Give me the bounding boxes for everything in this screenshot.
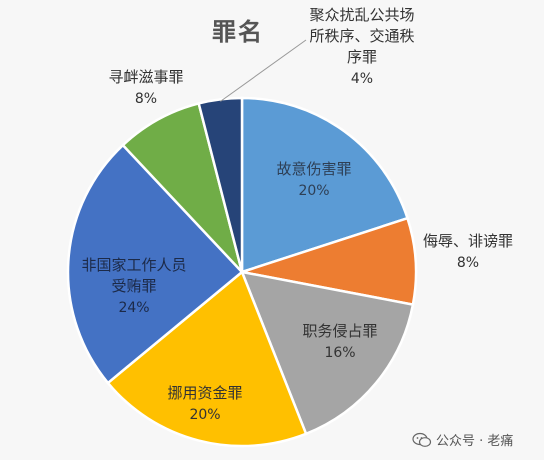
pie-slice-1 bbox=[240, 96, 410, 274]
slice-label-group-3: 职务侵占罪 16% bbox=[302, 322, 377, 361]
slice-label: 故意伤害罪 bbox=[276, 160, 351, 178]
leader-line bbox=[220, 39, 307, 102]
pie-slice-5 bbox=[66, 143, 244, 385]
pie-slice-4 bbox=[106, 269, 308, 448]
chart-title: 罪名 bbox=[212, 18, 264, 46]
watermark-text: 公众号 · 老痛 bbox=[436, 434, 514, 449]
slice-percent-label: 20% bbox=[189, 407, 220, 423]
slice-label: 受贿罪 bbox=[111, 277, 156, 295]
pie-slice-3 bbox=[240, 270, 415, 436]
slice-label-group-6: 寻衅滋事罪 8% bbox=[108, 68, 183, 107]
slice-label-group-1: 故意伤害罪 20% bbox=[276, 160, 351, 199]
slice-label: 挪用资金罪 bbox=[167, 384, 242, 402]
slice-percent-label: 16% bbox=[324, 345, 355, 361]
slice-percent-label: 8% bbox=[135, 91, 157, 107]
slice-label: 所秩序、交通秩 bbox=[309, 27, 414, 45]
slice-percent-label: 4% bbox=[351, 71, 373, 87]
slice-label: 聚众扰乱公共场 bbox=[309, 6, 414, 24]
slice-percent-label: 20% bbox=[298, 183, 329, 199]
wechat-icon bbox=[412, 432, 432, 447]
slice-label-group-2: 侮辱、诽谤罪 8% bbox=[423, 232, 513, 271]
slice-percent-label: 8% bbox=[457, 255, 479, 271]
slice-label: 寻衅滋事罪 bbox=[108, 68, 183, 86]
watermark: 公众号 · 老痛 bbox=[412, 430, 513, 449]
slice-label: 职务侵占罪 bbox=[302, 322, 377, 340]
slice-label: 非国家工作人员 bbox=[81, 256, 186, 274]
slice-percent-label: 24% bbox=[118, 300, 149, 316]
slice-label: 序罪 bbox=[347, 48, 377, 66]
pie-slice-7 bbox=[197, 96, 244, 273]
slice-label: 侮辱、诽谤罪 bbox=[423, 232, 513, 250]
slice-label-group-4: 挪用资金罪 20% bbox=[167, 384, 242, 423]
